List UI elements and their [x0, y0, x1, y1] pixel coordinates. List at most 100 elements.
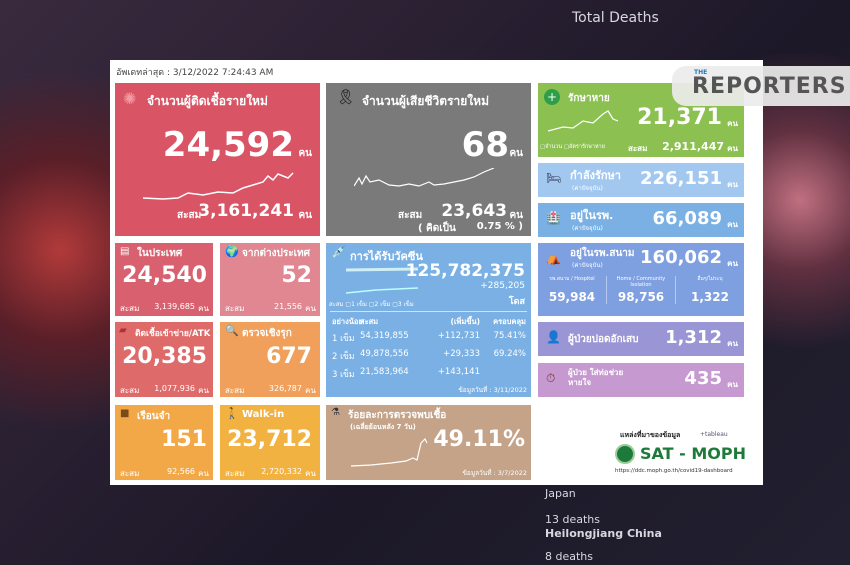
field-column-label: อื่นๆ/ไม่ระบุ — [697, 276, 723, 282]
vaccine-cell: 21,583,964 — [360, 367, 409, 377]
tent-icon: ⛺ — [546, 251, 561, 265]
vaccine-cell: อย่างน้อย — [332, 317, 363, 326]
vaccine-row: 2 เข็ม 49,878,556 +29,333 69.24% — [332, 349, 527, 367]
unit: คน — [727, 119, 738, 128]
walkin-tile: 🚶 Walk-in 23,712 สะสม 2,720,332 คน — [220, 405, 320, 480]
atk-tile: ▰ ติดเชื้อเข้าข่าย/ATK 20,385 สะสม 1,077… — [115, 322, 213, 397]
vaccine-row: 1 เข็ม 54,319,855 +112,731 75.41% — [332, 331, 527, 349]
label: ( คิดเป็น — [418, 223, 456, 234]
tile-title: ตรวจเชิงรุก — [242, 328, 292, 339]
death-rate: 0.75 % ) — [476, 221, 523, 232]
tile-value: 23,712 — [227, 427, 312, 452]
tile-total: 2,911,447 — [662, 140, 724, 153]
field-hospital-tile: ⛺ อยู่ในรพ.สนาม (ค่าปัจจุบัน) 160,062 คน… — [538, 243, 744, 316]
vaccine-cell: 69.24% — [493, 349, 526, 359]
tile-value: 24,592 — [162, 125, 294, 165]
tile-total: 3,161,241 — [198, 201, 294, 221]
syringe-icon: 💉 — [331, 245, 346, 259]
tile-total: 2,720,332 — [261, 467, 302, 476]
bg-country: Japan — [545, 487, 576, 500]
vaccine-cell: ครอบคลุม — [493, 317, 526, 326]
unit: คน — [727, 220, 738, 229]
tile-title: เรือนจำ — [137, 411, 171, 422]
tile-title: ติดเชื้อเข้าข่าย/ATK — [135, 329, 211, 339]
tile-total: 23,643 — [441, 201, 507, 221]
vaccine-cell — [480, 367, 526, 385]
last-updated: อัพเดทล่าสุด : 3/12/2022 7:24:43 AM — [116, 68, 274, 78]
tile-value: 151 — [161, 427, 207, 452]
hospital-icon: 🏥 — [546, 211, 561, 225]
imported-tile: 🌍 จากต่างประเทศ 52 สะสม 21,556 คน — [220, 243, 320, 316]
data-date: ข้อมูลวันที่ : 3/7/2022 — [462, 469, 527, 477]
bg-region: Heilongjiang China — [545, 527, 662, 540]
deaths-sparkline — [354, 168, 495, 187]
source-name: SAT - MOPH — [640, 444, 746, 463]
tile-total: 1,077,936 — [154, 384, 195, 393]
domestic-tile: ▤ ในประเทศ 24,540 สะสม 3,139,685 คน — [115, 243, 213, 316]
tile-value: 66,089 — [652, 208, 722, 229]
field-column-label: รพ.สนาม / Hospitel — [549, 276, 595, 282]
ribbon-icon: 🎗 — [336, 88, 356, 106]
label: สะสม — [120, 304, 140, 313]
unit: คน — [305, 304, 316, 313]
tile-total: 92,566 — [167, 467, 195, 476]
tile-subtitle: (ค่าปัจจุบัน) — [572, 185, 603, 192]
field-column-label: Home / Community Isolation — [616, 276, 666, 288]
tile-title: ผู้ป่วย ใส่ท่อช่วยหายใจ — [568, 368, 624, 387]
tile-title: ร้อยละการตรวจพบเชื้อ — [348, 410, 447, 421]
plus-icon: + — [544, 89, 560, 105]
tile-title: จำนวนผู้เสียชีวิตรายใหม่ — [362, 94, 489, 108]
new-deaths-tile: 🎗 จำนวนผู้เสียชีวิตรายใหม่ 68 คน สะสม 23… — [326, 83, 531, 236]
vaccine-cell: +29,333 — [443, 349, 480, 359]
field-column: อื่นๆ/ไม่ระบุ 1,322 — [675, 276, 744, 304]
tile-title: อยู่ในรพ.สนาม — [570, 248, 635, 259]
tile-title: จำนวนผู้ติดเชื้อรายใหม่ — [147, 94, 268, 108]
positivity-tile: ⚗ ร้อยละการตรวจพบเชื้อ (เฉลี่ยย้อนหลัง 7… — [326, 405, 531, 480]
vaccine-cell: +143,141 — [437, 367, 480, 377]
label: สะสม — [398, 210, 423, 221]
hospital-bed-icon: 🛏 — [546, 171, 562, 185]
tile-total: 3,139,685 — [154, 302, 195, 311]
patient-icon: 👤 — [546, 330, 561, 344]
logo-name: REPORTERS — [692, 74, 847, 99]
unit: คน — [305, 386, 316, 395]
vaccine-legend: สะสม ▢1 เข็ม ▢2 เข็ม ▢3 เข็ม — [329, 301, 414, 308]
bg-deaths: 13 deaths — [545, 513, 600, 526]
unit: คน — [305, 469, 316, 478]
label: สะสม — [225, 304, 245, 313]
positivity-value: 49.11% — [433, 427, 525, 452]
vaccine-cell: 49,878,556 — [360, 349, 409, 359]
pneumonia-tile: 👤 ผู้ป่วยปอดอักเสบ 1,312 คน — [538, 322, 744, 356]
tableau-logo: +tableau — [700, 431, 728, 438]
label: สะสม — [177, 210, 202, 221]
field-column: รพ.สนาม / Hospitel 59,984 — [538, 276, 606, 304]
tile-value: 226,151 — [640, 168, 722, 189]
unit: คน — [727, 180, 738, 189]
thai-flag-icon: ▤ — [120, 246, 130, 257]
virus-icon: ✺ — [123, 89, 137, 108]
unit: คน — [298, 210, 312, 221]
vaccine-table: อย่างน้อย สะสม (เพิ่มขึ้น) ครอบคลุม 1 เข็ม 54… — [332, 316, 527, 385]
tile-value: 677 — [266, 344, 312, 369]
unit: คน — [198, 304, 209, 313]
recovered-legend: ▢จำนวน ▢อัตรารักษาหาย — [540, 144, 605, 150]
vaccine-tile: 💉 การได้รับวัคซีน 125,782,375 +285,205 โ… — [326, 243, 531, 397]
tile-value: 68 — [461, 125, 509, 165]
vaccine-cell: (เพิ่มขึ้น) — [450, 317, 480, 326]
tile-title: กำลังรักษา — [570, 169, 621, 182]
vaccine-cell: +112,731 — [437, 331, 480, 341]
tile-value: 24,540 — [122, 263, 207, 288]
source-url[interactable]: https://ddc.moph.go.th/covid19-dashboard — [615, 468, 733, 474]
prison-tile: ■ เรือนจำ 151 สะสม 92,566 คน — [115, 405, 213, 480]
recovered-sparkline — [548, 110, 618, 132]
unit: คน — [509, 148, 523, 159]
unit: โดส — [508, 297, 525, 307]
tile-value: 52 — [281, 263, 312, 288]
source-label: แหล่งที่มาของข้อมูล — [620, 431, 681, 439]
data-date: ข้อมูลวันที่ : 3/11/2022 — [458, 386, 527, 394]
tile-value: 1,312 — [665, 327, 722, 348]
field-breakdown: รพ.สนาม / Hospitel 59,984 Home / Community… — [538, 276, 744, 304]
hospital-tile: 🏥 อยู่ในรพ. (ค่าปัจจุบัน) 66,089 คน — [538, 203, 744, 237]
label: สะสม — [225, 386, 245, 395]
tile-title: รักษาหาย — [568, 93, 610, 104]
